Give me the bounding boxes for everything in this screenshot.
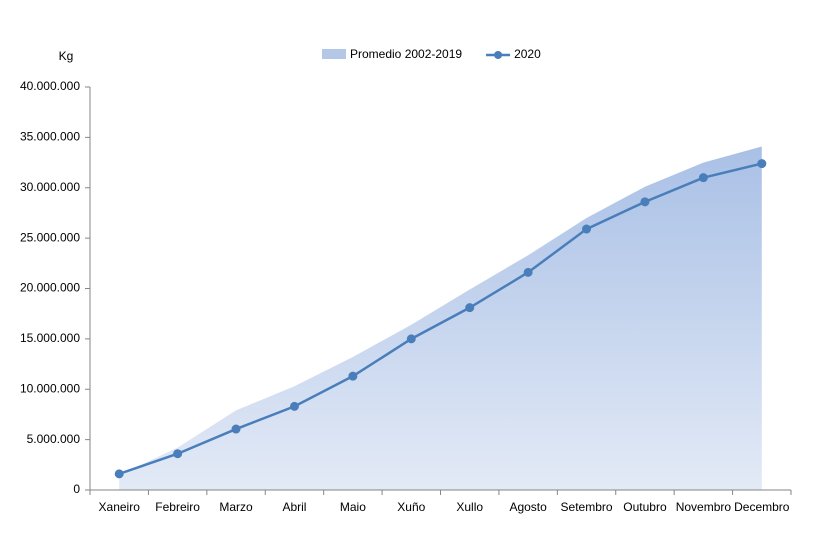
x-tick-label: Abril — [282, 500, 306, 514]
y-tick-label: 5.000.000 — [27, 432, 81, 446]
legend-label: Promedio 2002-2019 — [350, 47, 462, 61]
point — [465, 303, 475, 313]
point — [698, 173, 708, 183]
x-tick-label: Outubro — [623, 500, 667, 514]
point — [289, 401, 299, 411]
legend-label: 2020 — [514, 47, 541, 61]
y-tick-label: 10.000.000 — [20, 381, 80, 395]
x-tick-label: Novembro — [676, 500, 732, 514]
x-tick-label: Xaneiro — [99, 500, 141, 514]
x-tick-label: Agosto — [509, 500, 547, 514]
y-tick-label: 25.000.000 — [20, 230, 80, 244]
x-tick-label: Marzo — [219, 500, 253, 514]
y-axis-label: Kg — [59, 49, 74, 63]
point — [406, 334, 416, 344]
x-tick-label: Maio — [340, 500, 366, 514]
y-tick-label: 40.000.000 — [20, 79, 80, 93]
x-tick-label: Xullo — [456, 500, 483, 514]
point — [640, 197, 650, 207]
x-tick-label: Febreiro — [155, 500, 200, 514]
y-tick-label: 0 — [73, 482, 80, 496]
point — [173, 449, 183, 459]
point — [114, 469, 124, 479]
point — [582, 224, 592, 234]
point — [523, 267, 533, 277]
x-tick-label: Xuño — [397, 500, 425, 514]
line — [118, 162, 763, 476]
x-tick-label: Decembro — [734, 500, 790, 514]
legend-swatch — [494, 51, 503, 59]
point — [231, 424, 241, 434]
point — [757, 159, 767, 169]
y-tick-label: 20.000.000 — [20, 281, 80, 295]
area — [119, 146, 762, 490]
legend-swatch — [322, 49, 346, 59]
y-tick-label: 35.000.000 — [20, 130, 80, 144]
point — [348, 371, 358, 381]
y-tick-label: 15.000.000 — [20, 331, 80, 345]
y-tick-label: 30.000.000 — [20, 180, 80, 194]
x-tick-label: Setembro — [561, 500, 613, 514]
